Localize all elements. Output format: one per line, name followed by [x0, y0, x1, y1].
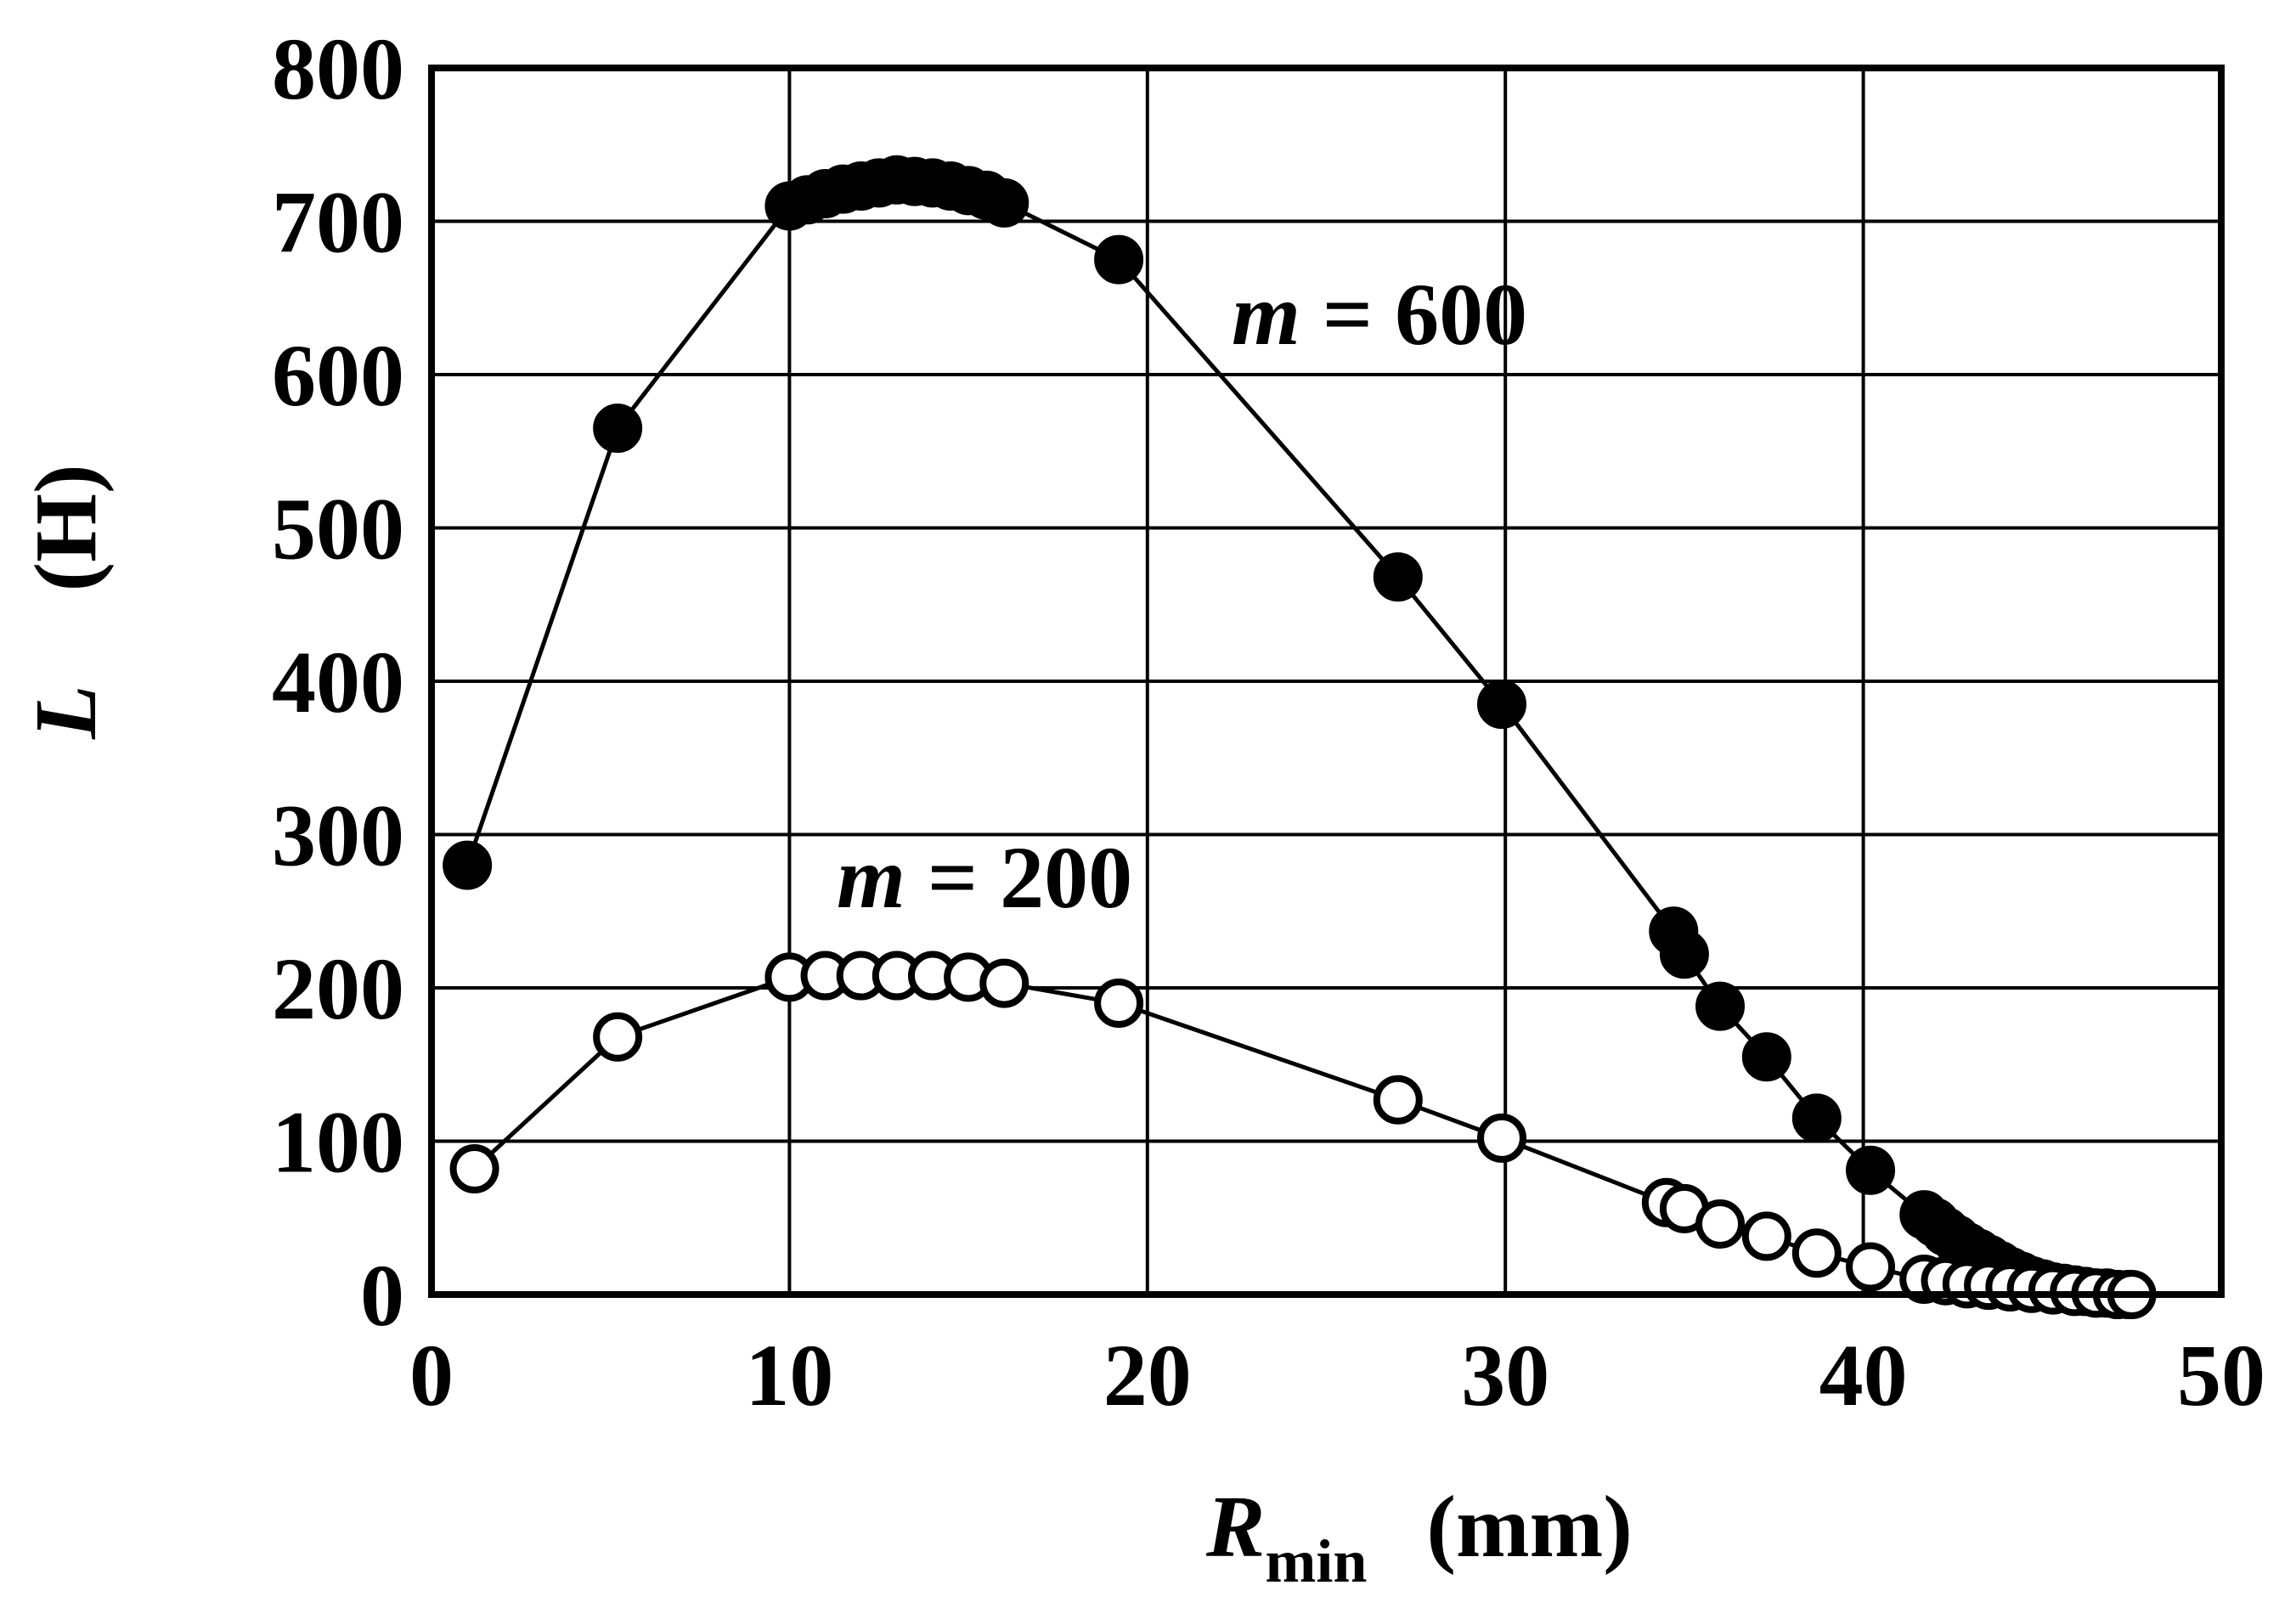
data-point-series-1	[1476, 1113, 1526, 1163]
y-axis-title: L (H)	[17, 464, 115, 740]
data-point-series-0	[1791, 1093, 1842, 1143]
y-tick-label: 0	[360, 1247, 404, 1345]
series-label-m600-var: m	[1232, 266, 1300, 364]
series-label-m200-var: m	[837, 829, 905, 927]
x-tick-label: 20	[1103, 1327, 1192, 1424]
y-tick-label: 700	[272, 174, 404, 272]
data-point-series-0	[1373, 552, 1423, 602]
x-axis-subscript: min	[1265, 1527, 1367, 1595]
data-point-series-0	[1476, 680, 1526, 730]
y-axis-unit: (H)	[17, 464, 115, 591]
series-label-m600: m = 600	[1232, 266, 1527, 364]
x-tick-label: 10	[745, 1327, 833, 1424]
data-point-series-1	[1846, 1242, 1896, 1292]
data-point-series-1	[1094, 979, 1144, 1029]
series-label-m200-rest: = 200	[905, 829, 1132, 927]
y-tick-labels: 0 100 200 300 400 500 600 700 800	[272, 20, 404, 1345]
x-tick-label: 0	[409, 1327, 454, 1424]
data-point-series-1	[1791, 1228, 1842, 1278]
x-axis-title: Rmin (mm)	[1205, 1478, 1633, 1595]
y-tick-label: 800	[272, 20, 404, 118]
data-point-series-0	[593, 403, 643, 454]
data-point-series-0	[443, 840, 493, 890]
data-point-series-0	[1094, 234, 1144, 285]
data-point-series-1	[979, 958, 1030, 1008]
grid-lines	[430, 66, 2223, 1296]
data-point-series-1	[593, 1012, 643, 1062]
x-tick-labels: 0 10 20 30 40 50	[409, 1327, 2265, 1424]
data-point-series-0	[1695, 981, 1746, 1031]
y-tick-label: 600	[272, 327, 404, 425]
data-point-series-1	[449, 1143, 499, 1193]
y-tick-label: 500	[272, 481, 404, 578]
y-tick-label: 100	[272, 1094, 404, 1192]
data-point-series-0	[1846, 1145, 1896, 1195]
y-tick-label: 400	[272, 634, 404, 731]
data-point-series-1	[1741, 1211, 1791, 1261]
data-point-series-1	[1373, 1075, 1423, 1125]
series-label-m200: m = 200	[837, 829, 1132, 927]
plot-frame	[428, 65, 2225, 1298]
data-point-series-0	[979, 178, 1030, 228]
x-axis-unit: (mm)	[1426, 1478, 1633, 1576]
y-tick-label: 300	[272, 787, 404, 885]
y-axis-symbol: L	[17, 685, 115, 740]
x-tick-label: 40	[1819, 1327, 1908, 1424]
data-point-series-1	[1695, 1199, 1746, 1249]
y-tick-label: 200	[272, 940, 404, 1038]
data-point-series-0	[1741, 1032, 1791, 1082]
data-point-series-0	[1659, 929, 1709, 979]
x-tick-label: 50	[2177, 1327, 2265, 1424]
x-tick-label: 30	[1461, 1327, 1549, 1424]
x-axis-symbol: R	[1205, 1478, 1265, 1576]
series-label-m600-rest: = 600	[1300, 266, 1527, 364]
